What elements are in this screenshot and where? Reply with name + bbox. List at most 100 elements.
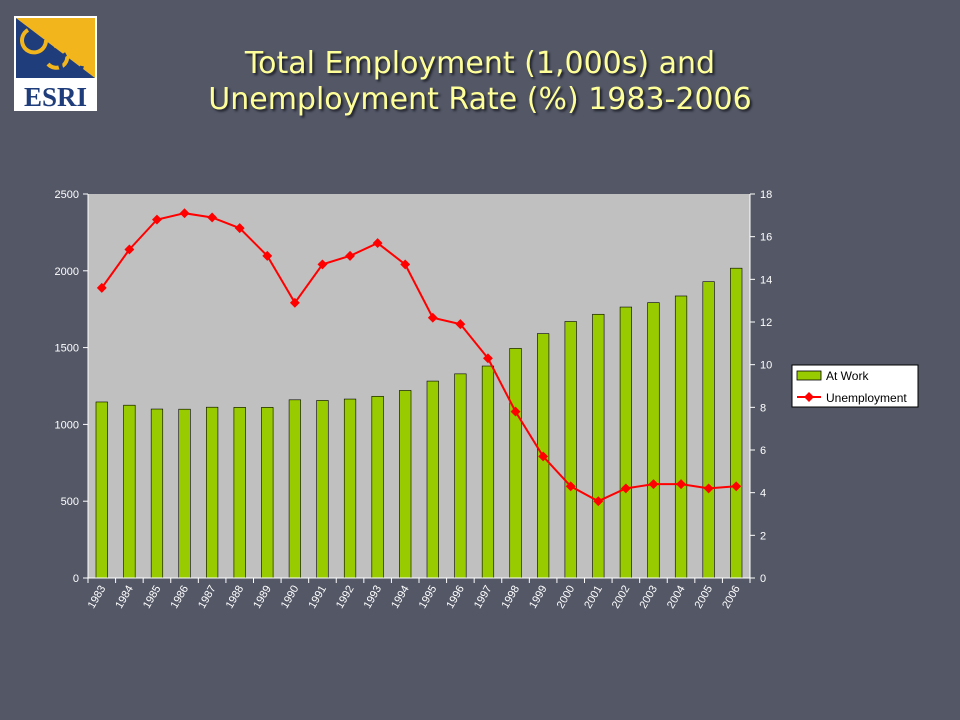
bar-at-work-2002 (619, 306, 632, 579)
x-tick-label: 2003 (637, 584, 660, 611)
x-tick-label: 2004 (665, 584, 688, 611)
bar-at-work-1995 (426, 380, 439, 579)
bar-at-work-1984 (123, 404, 136, 579)
plot-area (88, 194, 750, 578)
title-line-2: Unemployment Rate (%) 1983-2006 (208, 82, 752, 117)
x-tick-label: 1989 (251, 584, 274, 611)
x-tick-label: 1987 (196, 584, 219, 611)
unemployment-point-1998 (510, 406, 521, 417)
legend-swatch-at-work (796, 370, 822, 381)
unemployment-point-2002 (620, 483, 631, 494)
legend-label-unemployment: Unemployment (826, 391, 907, 405)
bar-at-work-1993 (371, 395, 384, 579)
legend: At Work Unemployment (791, 364, 919, 408)
x-tick-label: 2005 (693, 584, 716, 611)
unemployment-point-1986 (179, 208, 190, 219)
unemployment-point-1996 (455, 319, 466, 330)
bar-at-work-1990 (288, 399, 301, 579)
right-tick-label: 10 (760, 360, 772, 372)
x-tick-label: 1999 (527, 584, 550, 611)
x-tick-label: 1997 (472, 584, 495, 611)
right-tick-label: 18 (760, 189, 772, 201)
legend-swatch-unemployment-marker (804, 392, 814, 402)
x-tick-label: 1983 (86, 584, 109, 611)
unemployment-point-2005 (703, 483, 714, 494)
unemployment-point-1989 (262, 250, 273, 261)
x-tick-label: 1986 (169, 584, 192, 611)
left-tick-label: 1500 (55, 343, 79, 355)
bar-at-work-1992 (343, 398, 357, 579)
x-tick-label: 1995 (417, 584, 440, 611)
x-tick-label: 1991 (306, 584, 329, 611)
right-tick-label: 2 (760, 530, 766, 542)
title-line-1: Total Employment (1,000s) and (244, 46, 716, 81)
right-axis: 0 2 4 6 8 10 12 14 16 18 (749, 189, 772, 585)
right-tick-label: 6 (760, 445, 766, 457)
bars (95, 267, 743, 579)
unemployment-point-1984 (124, 244, 135, 255)
unemployment-point-1988 (234, 223, 245, 234)
bar-at-work-1991 (316, 400, 329, 579)
unemployment-point-1985 (152, 214, 162, 225)
right-tick-label: 14 (760, 274, 772, 286)
x-tick-label: 1992 (334, 584, 357, 611)
bar-at-work-1997 (481, 365, 495, 579)
x-tick-label: 1984 (113, 584, 136, 611)
unemployment-point-1994 (400, 259, 411, 270)
legend-label-at-work: At Work (826, 369, 869, 383)
unemployment-point-1999 (538, 451, 549, 462)
unemployment-point-2000 (565, 481, 576, 492)
x-tick-label: 1993 (362, 584, 385, 611)
logo-text: ESRI (24, 82, 87, 111)
unemployment-point-2004 (676, 479, 686, 490)
bar-at-work-2003 (647, 302, 660, 579)
bar-at-work-1986 (178, 408, 191, 579)
x-tick-label: 1996 (444, 584, 467, 611)
bar-at-work-1988 (233, 407, 246, 579)
slide-title: Total Employment (1,000s) and Unemployme… (150, 46, 810, 118)
bar-at-work-2006 (730, 267, 743, 579)
left-tick-label: 0 (73, 573, 79, 585)
unemployment-point-1990 (289, 297, 300, 308)
bar-at-work-2004 (674, 295, 688, 579)
bar-at-work-1994 (399, 390, 412, 579)
x-tick-label: 1988 (224, 584, 247, 611)
right-tick-label: 16 (760, 232, 772, 244)
unemployment-point-2001 (593, 496, 604, 507)
x-tick-label: 2002 (610, 584, 633, 611)
x-tick-label: 2000 (555, 584, 578, 611)
x-tick-label: 1985 (141, 584, 164, 611)
esri-logo: ESRI (14, 16, 97, 111)
unemployment-point-2003 (648, 479, 659, 490)
bar-at-work-1998 (509, 348, 522, 579)
right-tick-label: 8 (760, 402, 766, 414)
left-axis: 0 500 1000 1500 2000 2500 (55, 189, 89, 585)
bar-at-work-1996 (454, 373, 467, 579)
x-tick-label: 1990 (279, 584, 302, 611)
right-tick-label: 12 (760, 317, 772, 329)
unemployment-point-1991 (317, 259, 328, 270)
unemployment-point-1993 (372, 238, 383, 249)
unemployment-point-2006 (731, 481, 742, 492)
unemployment-point-1987 (207, 212, 218, 223)
bar-at-work-2001 (592, 313, 605, 579)
unemployment-line (96, 208, 742, 507)
left-tick-label: 1000 (55, 419, 79, 431)
bar-at-work-1987 (206, 406, 219, 579)
unemployment-point-1995 (427, 312, 438, 323)
bar-at-work-1985 (150, 408, 164, 579)
unemployment-polyline (100, 212, 737, 503)
left-tick-label: 500 (61, 496, 79, 508)
right-tick-label: 0 (760, 573, 766, 585)
right-tick-label: 4 (760, 488, 766, 500)
x-tick-label: 2006 (720, 584, 743, 611)
bar-at-work-1989 (261, 407, 274, 579)
x-tick-label: 1994 (389, 584, 412, 611)
x-tick-label: 2001 (582, 584, 605, 611)
x-axis: 1983 1984 1985 1986 1987 1988 1989 1990 1991 1992… (86, 577, 751, 611)
x-tick-label: 1998 (500, 584, 523, 611)
unemployment-point-1997 (483, 353, 493, 364)
left-tick-label: 2000 (55, 266, 79, 278)
left-tick-label: 2500 (55, 189, 79, 201)
